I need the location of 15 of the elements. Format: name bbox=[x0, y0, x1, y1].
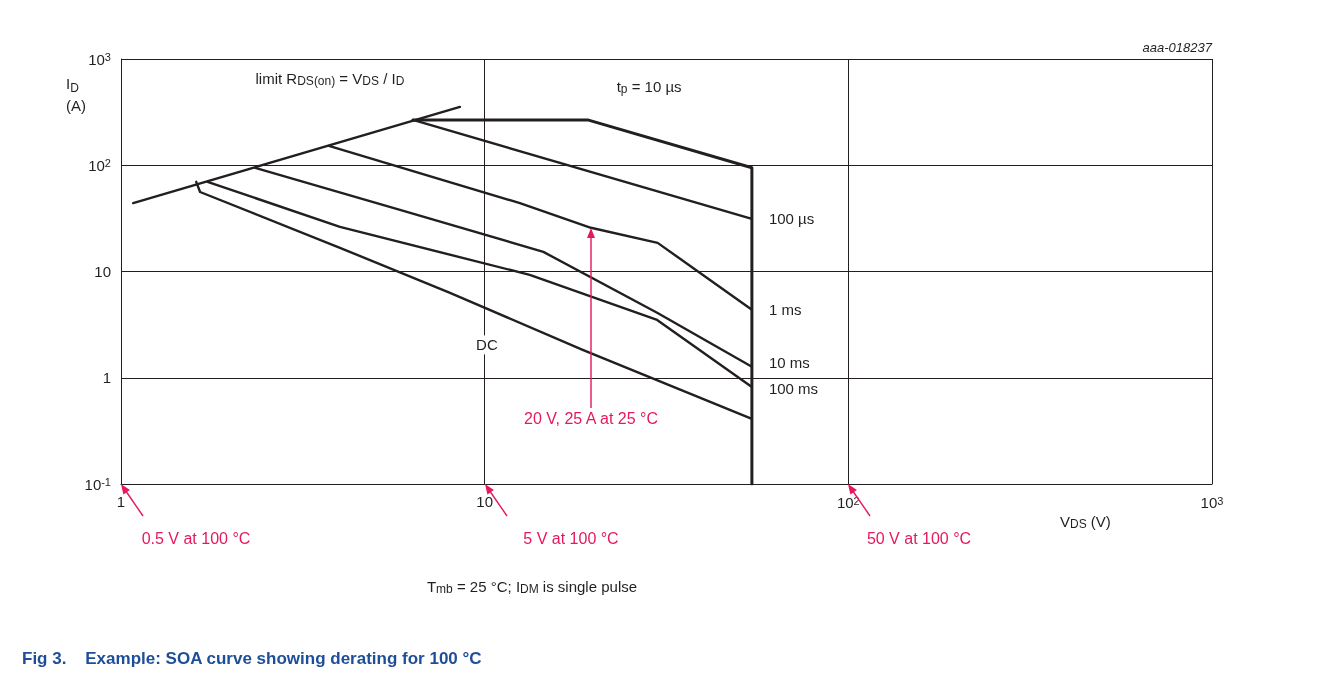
text: Fig 3. Example: SOA curve showing derating for 100 °C bbox=[22, 649, 482, 668]
text: 5 V at 100 °C bbox=[523, 529, 619, 547]
text: 0.5 V at 100 °C bbox=[141, 529, 251, 547]
series-label: 1 ms bbox=[768, 301, 802, 319]
x-tick-label: 10 bbox=[476, 493, 494, 510]
x-tick-label: 1 bbox=[116, 493, 126, 510]
annotation: 20 V, 25 A at 25 °C bbox=[524, 409, 658, 427]
series-label: DC bbox=[476, 336, 498, 354]
y-tick-label: 1 bbox=[102, 369, 111, 387]
series-label: 100 ms bbox=[768, 380, 819, 398]
text: 50 V at 100 °C bbox=[866, 529, 972, 547]
series-label: 10 ms bbox=[768, 354, 810, 372]
y-tick-label: 10 bbox=[94, 263, 111, 280]
series-label: 100 µs bbox=[768, 210, 815, 228]
text: aaa-018237 bbox=[1142, 39, 1213, 55]
